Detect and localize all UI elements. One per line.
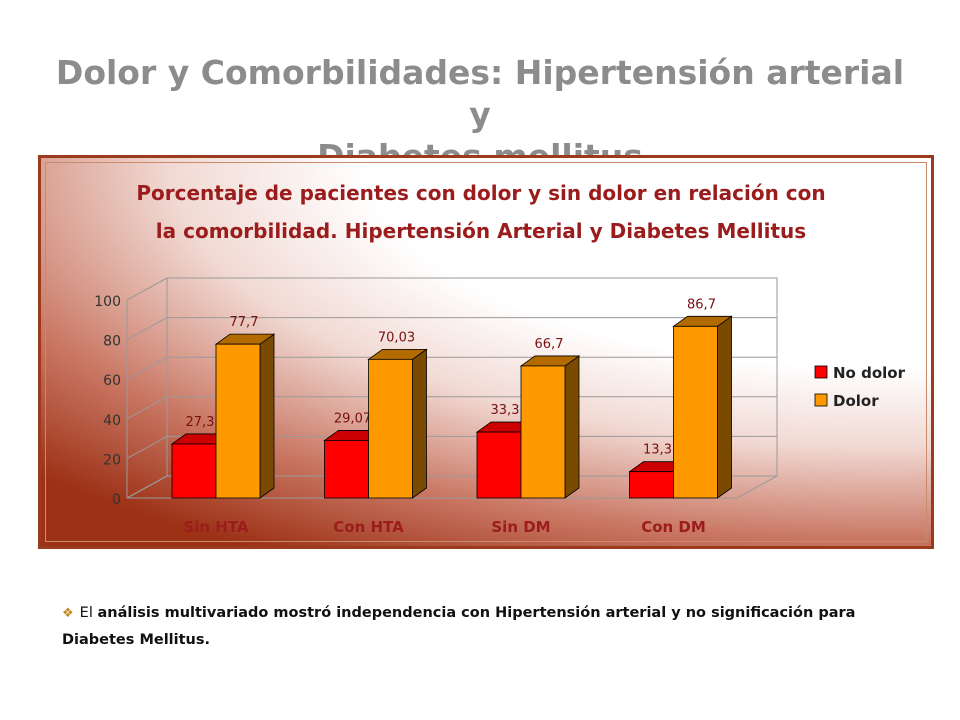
data-label: 29,07 — [334, 411, 371, 426]
bar-dolor — [368, 358, 413, 499]
gridline-side — [126, 277, 168, 301]
diamond-bullet-icon: ❖ — [62, 606, 74, 621]
bar-side-dolor — [717, 315, 732, 499]
bar-no-dolor — [171, 443, 217, 499]
y-tick-label: 100 — [94, 294, 121, 310]
bar-side-dolor — [564, 355, 580, 499]
y-tick-label: 20 — [103, 452, 121, 468]
bar-dolor — [673, 325, 718, 499]
legend-label: No dolor — [833, 364, 906, 382]
note-text: análisis multivariado mostró independenc… — [62, 605, 856, 648]
bar-side-dolor — [412, 348, 427, 499]
legend-swatch-dolor — [814, 393, 828, 407]
bar-no-dolor — [324, 440, 369, 499]
data-label: 13,3 — [643, 443, 672, 458]
x-tick-label: Con HTA — [333, 518, 404, 536]
gridline-side — [126, 435, 168, 459]
chart-title-line-2: la comorbilidad. Hipertensión Arterial y… — [156, 219, 806, 243]
y-tick-label: 80 — [103, 334, 121, 350]
y-tick-label: 40 — [103, 413, 121, 429]
chart-title-line-1: Porcentaje de pacientes con dolor y sin … — [136, 181, 825, 205]
note-lead: El — [79, 605, 93, 621]
bar-no-dolor — [476, 431, 522, 499]
x-tick-label: Con DM — [641, 518, 706, 536]
data-label: 33,3 — [491, 403, 520, 418]
gridline-side — [126, 356, 168, 380]
gridline-side — [126, 396, 168, 420]
bar-no-dolor — [629, 471, 674, 499]
data-label: 66,7 — [535, 337, 564, 352]
data-label: 70,03 — [378, 330, 415, 345]
slide-title-line-1: Dolor y Comorbilidades: Hipertensión art… — [55, 53, 905, 134]
y-tick-label: 0 — [112, 492, 121, 508]
analysis-note: ❖ El análisis multivariado mostró indepen… — [62, 600, 932, 653]
gridline-side — [126, 317, 168, 341]
x-tick-label: Sin DM — [491, 518, 550, 536]
x-tick-label: Sin HTA — [183, 518, 248, 536]
y-tick-label: 60 — [103, 373, 121, 389]
bar-chart: Porcentaje de pacientes con dolor y sin … — [94, 181, 906, 536]
legend-swatch-no-dolor — [814, 365, 828, 379]
bar-side-dolor — [259, 333, 275, 499]
legend-label: Dolor — [833, 392, 879, 410]
data-label: 86,7 — [687, 297, 716, 312]
chart-frame: Porcentaje de pacientes con dolor y sin … — [38, 155, 934, 549]
data-label: 77,7 — [230, 315, 259, 330]
data-label: 27,3 — [186, 415, 215, 430]
bar-dolor — [215, 343, 261, 499]
bar-dolor — [520, 365, 566, 499]
gridline-side — [126, 475, 168, 499]
